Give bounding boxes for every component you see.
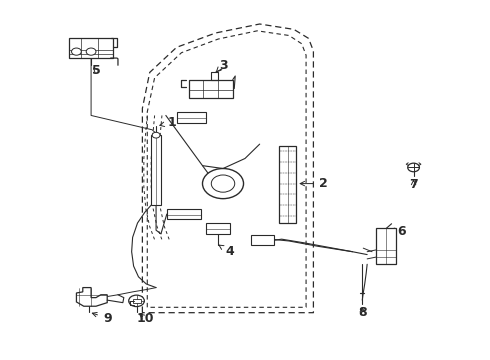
Text: 8: 8 [358, 306, 367, 319]
Text: 5: 5 [92, 64, 100, 77]
Bar [176, 112, 206, 123]
Circle shape [408, 163, 419, 172]
Bar [167, 209, 201, 220]
Bar [206, 223, 230, 234]
Text: 3: 3 [216, 59, 227, 72]
Text: 1: 1 [160, 116, 176, 129]
Text: 10: 10 [136, 311, 153, 325]
Text: 7: 7 [409, 178, 418, 191]
Circle shape [72, 48, 81, 55]
Circle shape [211, 175, 235, 192]
Bar [151, 135, 161, 205]
Circle shape [152, 132, 160, 138]
Polygon shape [76, 288, 107, 306]
Text: 9: 9 [92, 311, 112, 325]
Bar [279, 146, 296, 223]
Bar [376, 228, 396, 264]
Bar [133, 299, 142, 303]
Circle shape [202, 168, 244, 199]
Text: 6: 6 [390, 225, 406, 238]
Bar [251, 234, 274, 244]
Bar [189, 80, 233, 98]
Circle shape [129, 295, 145, 307]
Bar [69, 39, 113, 58]
Circle shape [86, 48, 96, 55]
Text: 4: 4 [219, 245, 234, 258]
Text: 2: 2 [300, 177, 327, 190]
